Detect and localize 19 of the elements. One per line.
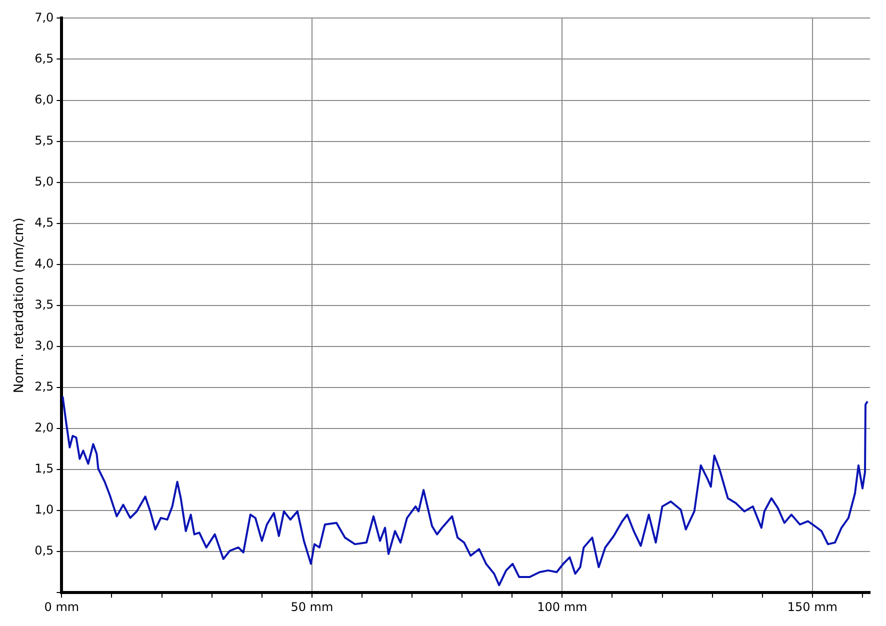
x-tick-label: 50 mm [290, 600, 334, 614]
y-tick-label: 7,0 [34, 10, 54, 24]
x-tick-label: 0 mm [44, 600, 80, 614]
y-tick-label: 1,5 [34, 462, 54, 476]
y-tick-label: 1,0 [34, 502, 54, 517]
y-tick-label: 3,0 [34, 338, 54, 353]
y-tick-label: 5,5 [34, 133, 54, 148]
y-tick-label: 6,0 [34, 92, 54, 106]
y-tick-label: 4,0 [34, 256, 54, 270]
y-tick-label: 2,0 [34, 420, 54, 435]
x-tick-label: 100 mm [537, 600, 588, 614]
y-tick-label: 2,5 [34, 380, 54, 394]
y-tick-label: 5,0 [34, 174, 54, 188]
y-tick-label: 0,5 [34, 544, 54, 558]
x-tick-label: 150 mm [787, 600, 838, 614]
y-tick-label: 6,5 [34, 51, 54, 66]
y-tick-label: 3,5 [34, 298, 54, 312]
y-tick-label: 4,5 [34, 215, 54, 230]
y-axis-title: Norm. retardation (nm/cm) [12, 218, 28, 394]
